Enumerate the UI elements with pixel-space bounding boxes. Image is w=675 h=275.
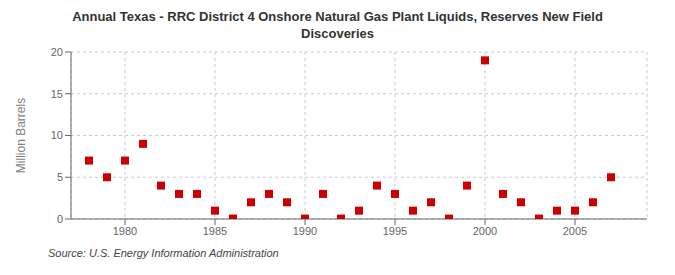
html-text:Annual Texas - RRC District 4: Annual Texas - RRC District 4 Onshore Na… [72, 9, 603, 41]
svg-text:1990: 1990 [293, 225, 317, 237]
svg-text:10: 10 [51, 129, 63, 141]
svg-text:1995: 1995 [383, 225, 407, 237]
html-text:Source: U.S. Energy Informatio: Source: U.S. Energy Information Administ… [48, 247, 279, 259]
svg-text:0: 0 [57, 213, 63, 225]
svg-text:5: 5 [57, 171, 63, 183]
svg-text:1980: 1980 [113, 225, 137, 237]
svg-text:2005: 2005 [563, 225, 587, 237]
svg-text:Million Barrels: Million Barrels [14, 98, 28, 173]
svg-text:20: 20 [51, 46, 63, 58]
svg-text:1985: 1985 [203, 225, 227, 237]
svg-text:2000: 2000 [473, 225, 497, 237]
svg-text:15: 15 [51, 88, 63, 100]
